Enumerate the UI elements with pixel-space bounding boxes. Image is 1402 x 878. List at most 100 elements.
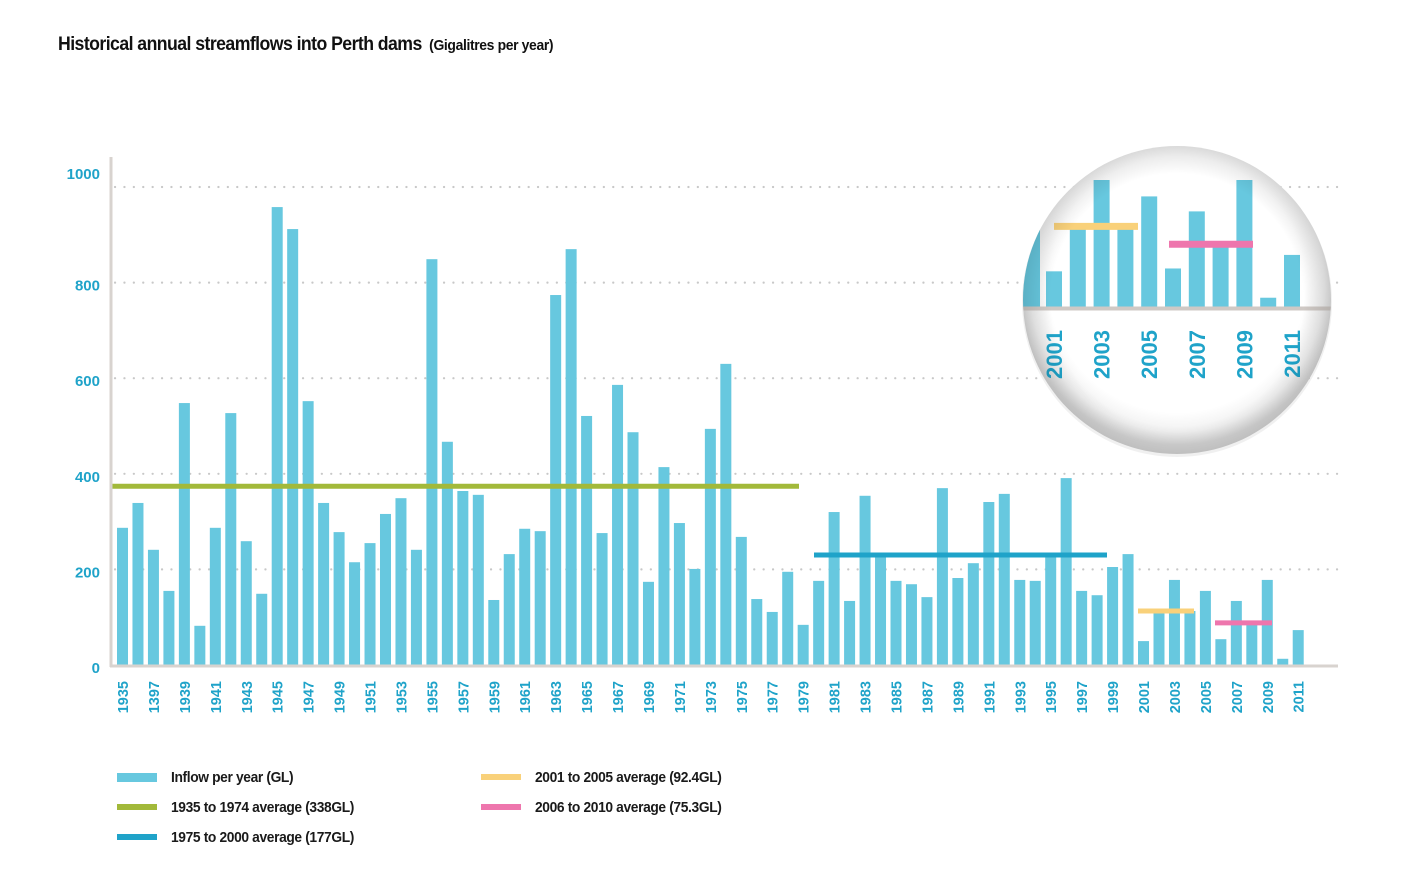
x-tick-label: 1991 (982, 681, 998, 713)
chart-title: Historical annual streamflows into Perth… (58, 34, 554, 56)
bar-1975 (735, 536, 747, 665)
bar-1966 (596, 533, 608, 665)
bar-2006 (1215, 639, 1227, 665)
bar-1945 (271, 207, 283, 666)
bar-1965 (581, 415, 593, 665)
legend-swatch-avg-2006-2010 (481, 804, 521, 810)
x-tick-label: 1971 (673, 681, 689, 713)
bar-1988 (936, 488, 948, 665)
x-tick-label: 2007 (1230, 681, 1246, 713)
x-tick-label: 2011 (1292, 681, 1308, 712)
x-tick-label: 1945 (271, 681, 287, 713)
x-tick-label: 1999 (1106, 681, 1122, 713)
x-tick-label: 1977 (766, 681, 782, 713)
x-tick-label: 1989 (951, 681, 967, 713)
chart-subtitle: (Gigalitres per year) (429, 37, 554, 54)
x-tick-label: 1957 (456, 681, 472, 713)
bar-1992 (998, 493, 1010, 665)
x-tick-label: 1949 (333, 681, 349, 713)
bar-1982 (844, 600, 856, 665)
bar-2008 (1246, 622, 1258, 665)
bar-1990 (967, 563, 979, 665)
x-tick-label: 2001 (1137, 681, 1153, 713)
x-tick-label: 1997 (1075, 681, 1091, 713)
y-tick-label: 600 (75, 373, 100, 390)
x-tick-label: 2003 (1168, 681, 1184, 713)
bar-1958 (472, 494, 484, 665)
legend-item-avg-2001-2005: 2001 to 2005 average (92.4GL) (481, 767, 738, 787)
bar-1989 (952, 578, 964, 665)
bar-1987 (921, 597, 933, 665)
x-tick-label: 1961 (518, 681, 534, 713)
bar-1944 (256, 593, 268, 665)
bar-1953 (395, 498, 407, 665)
bar-2000 (1122, 554, 1134, 665)
x-tick-label: 1969 (642, 681, 658, 713)
bar-1935 (117, 527, 128, 665)
legend-swatch-avg-2001-2005 (481, 774, 521, 780)
x-tick-label: 1939 (178, 681, 194, 713)
legend-swatch-avg-1975-2000 (117, 834, 157, 840)
legend-label: 1935 to 1974 average (338GL) (171, 798, 355, 816)
bar-1959 (488, 599, 500, 665)
bar-1969 (642, 581, 654, 665)
x-tick-label: 1397 (147, 681, 163, 713)
legend-label: Inflow per year (GL) (171, 768, 294, 786)
bar-2001 (1138, 641, 1150, 665)
bar-1964 (565, 249, 577, 665)
x-tick-label: 1959 (487, 681, 503, 713)
average-lines (111, 483, 1272, 626)
legend-label: 2006 to 2010 average (75.3GL) (535, 798, 722, 816)
bar-1963 (550, 295, 562, 665)
bar-1981 (828, 512, 840, 665)
y-tick-label: 0 (92, 660, 100, 677)
x-tick-label: 1965 (580, 681, 596, 713)
bar-2010 (1277, 658, 1289, 665)
bar-2011 (1292, 630, 1304, 665)
bar-1974 (720, 363, 732, 665)
x-tick-label: 1983 (859, 681, 875, 713)
x-tick-label: 2005 (1199, 681, 1215, 713)
bar-1986 (905, 584, 917, 665)
bar-1993 (1014, 579, 1026, 665)
y-tick-label: 400 (75, 469, 100, 486)
bar-1941 (209, 527, 221, 665)
bar-1980 (813, 580, 825, 665)
bar-1940 (194, 625, 206, 665)
bar-1938 (163, 590, 175, 665)
bar-2004 (1184, 610, 1196, 665)
x-tick-label: 1963 (549, 681, 565, 713)
legend-swatch-avg-1935-1974 (117, 804, 157, 810)
bar-2003 (1168, 579, 1180, 665)
bar-1961 (519, 528, 531, 665)
bar-1983 (859, 495, 871, 665)
bar-1947 (302, 401, 314, 665)
x-tick-label: 1955 (425, 681, 441, 713)
legend-item-inflow: Inflow per year (GL) (117, 767, 304, 787)
bar-1960 (503, 554, 515, 665)
bar-1943 (240, 541, 252, 665)
bar-1949 (333, 532, 345, 665)
bar-1979 (797, 624, 809, 665)
x-tick-label: 1935 (116, 681, 132, 713)
legend-item-avg-1935-1974: 1935 to 1974 average (338GL) (117, 797, 370, 817)
bar-1999 (1107, 567, 1119, 665)
legend-item-avg-1975-2000: 1975 to 2000 average (177GL) (117, 827, 370, 847)
bar-1939 (178, 403, 190, 665)
x-tick-label: 1941 (209, 681, 225, 713)
bar-1957 (457, 491, 469, 665)
bar-1996 (1060, 478, 1072, 665)
bars (117, 207, 1304, 666)
bar-1946 (287, 229, 299, 665)
bar-1950 (349, 562, 361, 665)
bar-1985 (890, 580, 902, 665)
x-axis-ticks: 1935 1397 1939 1941 1943 1945 1947 1949 1951 1953… (116, 681, 1308, 713)
bar-1936 (132, 502, 144, 665)
bar-1968 (627, 432, 639, 665)
bar-1956 (441, 441, 453, 665)
bar-1952 (379, 513, 391, 665)
bar-1955 (426, 259, 438, 665)
bar-1948 (318, 502, 330, 665)
chart-title-main: Historical annual streamflows into Perth… (58, 34, 422, 55)
